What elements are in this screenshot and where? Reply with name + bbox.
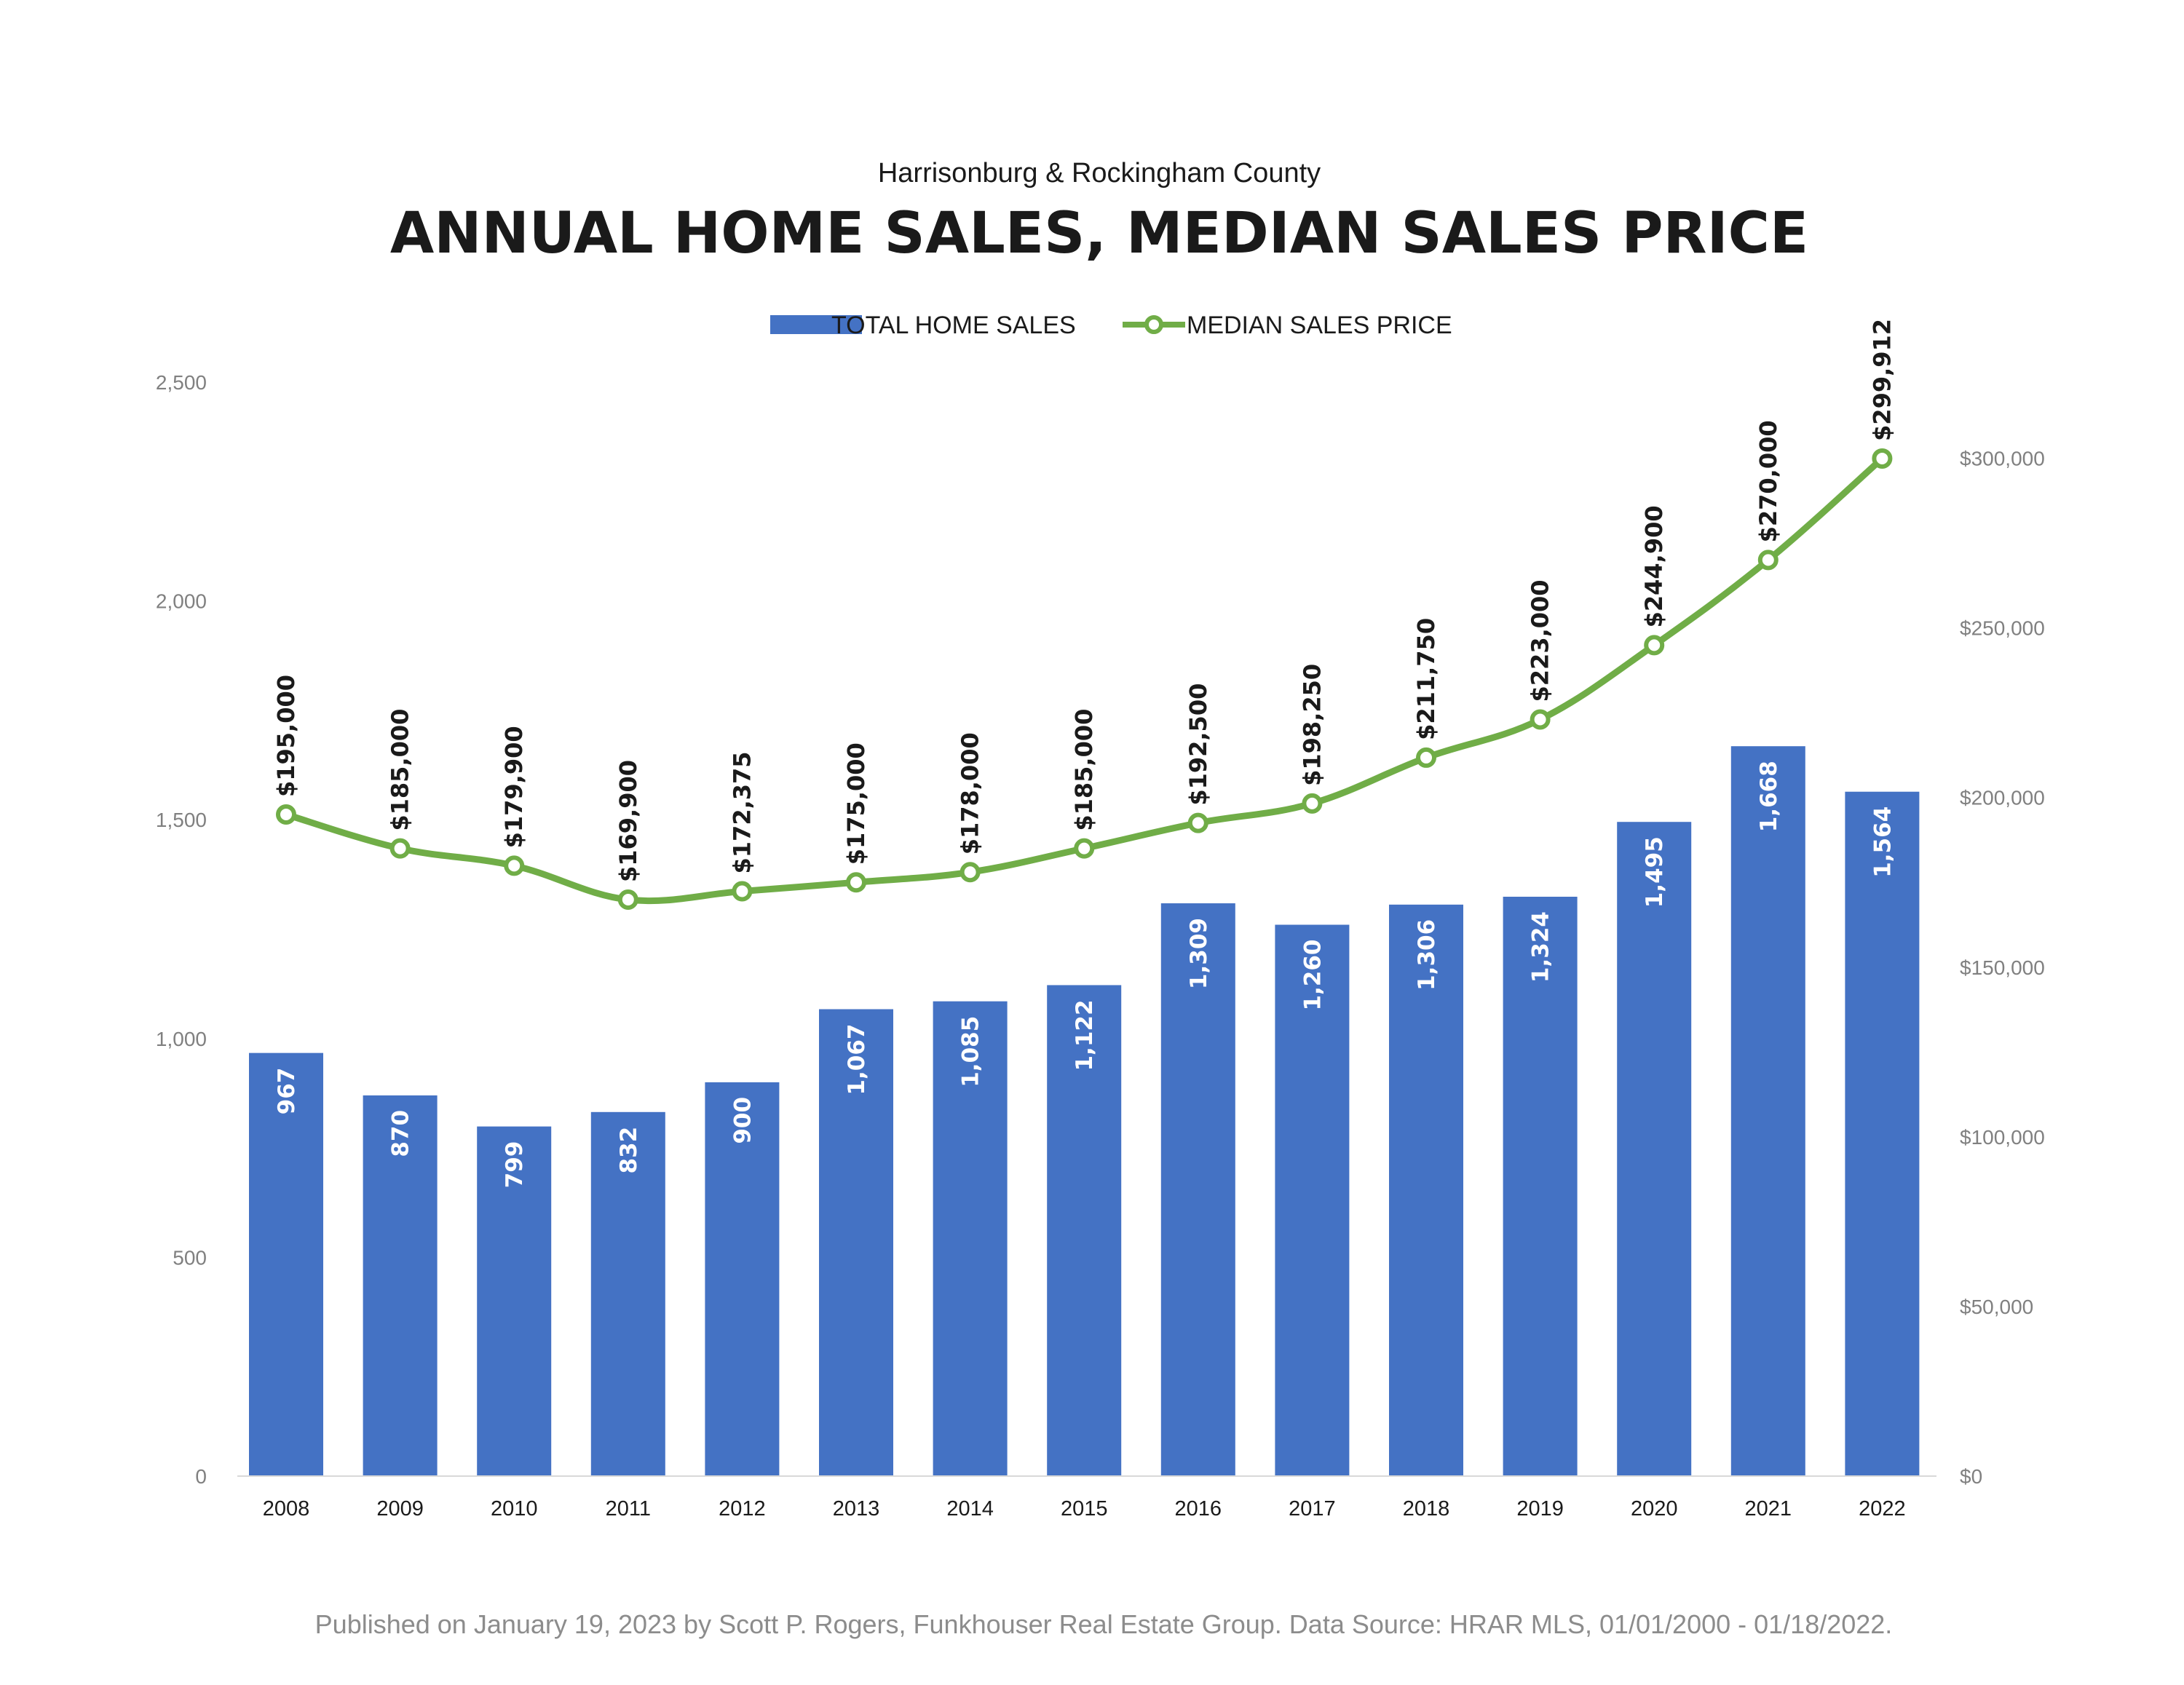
x-axis-tick-label: 2014 (946, 1497, 994, 1521)
price-point-2010 (506, 857, 522, 873)
right-axis-tick-label: $50,000 (1960, 1296, 2033, 1318)
x-axis: 2008 2009 2010 2011 2012 2013 2014 2015 2016 2017… (263, 1497, 1906, 1521)
bar-2022 (1845, 792, 1919, 1476)
price-value-label: $169,900 (614, 760, 642, 882)
price-point-2017 (1304, 796, 1320, 812)
price-value-label: $192,500 (1184, 683, 1212, 806)
bar-value-label: 1,668 (1756, 761, 1782, 832)
left-axis-tick-label: 1,000 (156, 1028, 207, 1050)
bar-value-label: 1,564 (1870, 806, 1896, 878)
x-axis-tick-label: 2015 (1061, 1497, 1108, 1521)
bar-value-label: 1,495 (1642, 836, 1668, 908)
price-value-label: $179,900 (500, 726, 528, 848)
price-point-2015 (1076, 841, 1092, 857)
x-axis-tick-label: 2009 (376, 1497, 424, 1521)
x-axis-tick-label: 2021 (1745, 1497, 1792, 1521)
footer-source: Published on January 19, 2023 by Scott P… (315, 1609, 1893, 1639)
legend-bar-label: TOTAL HOME SALES (831, 312, 1076, 339)
price-value-label: $185,000 (387, 709, 414, 831)
bar-2021 (1731, 746, 1805, 1476)
bar-value-label: 1,085 (958, 1016, 984, 1087)
left-axis-tick-label: 0 (195, 1465, 207, 1488)
price-point-2013 (848, 874, 864, 890)
price-point-2014 (962, 864, 978, 880)
x-axis-tick-label: 2008 (263, 1497, 310, 1521)
x-axis-tick-label: 2010 (491, 1497, 538, 1521)
bar-value-label: 1,067 (844, 1024, 870, 1095)
price-point-2021 (1760, 552, 1776, 568)
price-value-label: $211,750 (1412, 618, 1440, 740)
x-axis-tick-label: 2017 (1289, 1497, 1336, 1521)
bar-value-label: 1,260 (1299, 939, 1326, 1010)
x-axis-tick-label: 2018 (1403, 1497, 1450, 1521)
x-axis-tick-label: 2022 (1859, 1497, 1906, 1521)
x-axis-tick-label: 2011 (606, 1497, 651, 1521)
x-axis-tick-label: 2012 (719, 1497, 766, 1521)
right-axis-tick-label: $250,000 (1960, 617, 2045, 640)
bar-value-label: 1,122 (1072, 999, 1098, 1071)
left-axis: 0 500 1,000 1,500 2,000 2,500 (156, 371, 207, 1488)
bar-value-label: 967 (274, 1068, 300, 1115)
price-point-2011 (620, 892, 636, 908)
price-value-label: $185,000 (1070, 709, 1098, 831)
left-axis-tick-label: 2,500 (156, 371, 207, 394)
chart-subtitle: Harrisonburg & Rockingham County (878, 158, 1321, 189)
price-value-label: $172,375 (728, 751, 756, 873)
bar-value-label: 799 (502, 1141, 528, 1189)
price-point-2019 (1532, 711, 1548, 727)
price-value-label: $175,000 (842, 742, 870, 865)
price-value-label: $270,000 (1754, 420, 1782, 542)
price-point-2020 (1646, 637, 1662, 653)
right-axis-tick-label: $150,000 (1960, 956, 2045, 979)
bar-value-label: 870 (388, 1110, 414, 1157)
price-value-label: $198,250 (1298, 664, 1326, 786)
bar-2020 (1617, 822, 1691, 1476)
right-axis-tick-label: $100,000 (1960, 1126, 2045, 1149)
price-point-2012 (734, 883, 750, 899)
price-value-label: $244,900 (1640, 505, 1668, 627)
right-axis-tick-label: $0 (1960, 1465, 1982, 1488)
x-axis-tick-label: 2016 (1175, 1497, 1222, 1521)
bar-value-label: 1,309 (1186, 918, 1212, 989)
price-point-2009 (392, 841, 408, 857)
right-axis: $0 $50,000 $100,000 $150,000 $200,000 $250,00… (1960, 448, 2045, 1488)
price-value-label: $178,000 (957, 732, 984, 855)
price-value-label: $223,000 (1527, 579, 1554, 702)
bar-value-label: 1,324 (1528, 911, 1554, 983)
price-value-label: $299,912 (1868, 319, 1896, 441)
bar-2008 (249, 1053, 323, 1476)
price-point-2018 (1418, 750, 1434, 766)
price-point-2022 (1874, 451, 1890, 467)
bar-value-label: 1,306 (1414, 919, 1440, 991)
x-axis-tick-label: 2013 (833, 1497, 880, 1521)
x-axis-tick-label: 2020 (1631, 1497, 1678, 1521)
left-axis-tick-label: 1,500 (156, 809, 207, 831)
chart-title: ANNUAL HOME SALES, MEDIAN SALES PRICE (390, 201, 1808, 266)
bar-value-label: 900 (729, 1097, 756, 1144)
legend-line-marker (1147, 317, 1161, 332)
right-axis-tick-label: $300,000 (1960, 448, 2045, 470)
chart-canvas: Harrisonburg & Rockingham County ANNUAL … (0, 0, 2184, 1685)
bar-2019 (1503, 897, 1578, 1476)
right-axis-tick-label: $200,000 (1960, 787, 2045, 809)
line-series: $195,000 $185,000 $179,900 $169,900 $172,375… (272, 319, 1896, 908)
bar-value-label: 832 (616, 1127, 642, 1174)
legend: TOTAL HOME SALES MEDIAN SALES PRICE (770, 312, 1452, 339)
left-axis-tick-label: 500 (173, 1246, 207, 1269)
legend-line-label: MEDIAN SALES PRICE (1187, 312, 1452, 339)
price-value-label: $195,000 (272, 675, 300, 797)
left-axis-tick-label: 2,000 (156, 590, 207, 613)
x-axis-tick-label: 2019 (1516, 1497, 1564, 1521)
price-point-2016 (1190, 815, 1206, 831)
price-point-2008 (278, 806, 294, 822)
